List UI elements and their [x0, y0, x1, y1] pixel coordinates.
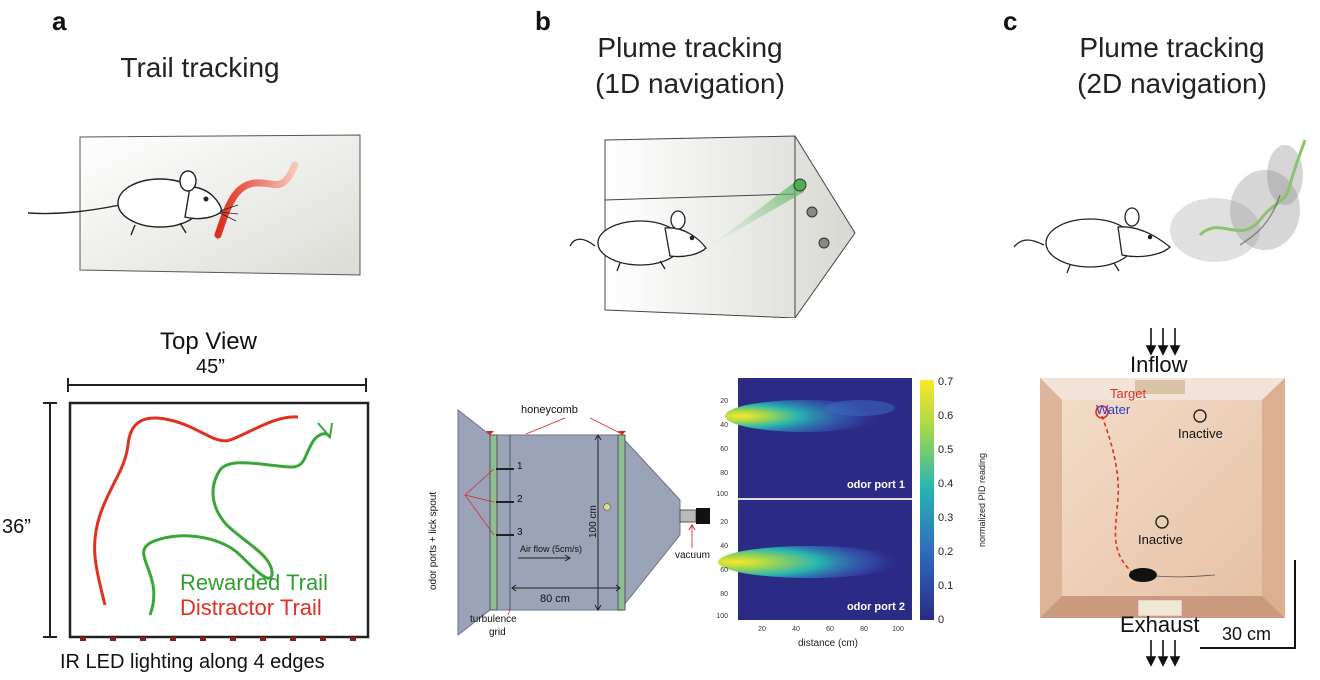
inflow-label: Inflow [1130, 352, 1188, 377]
odor-port-3-icon [818, 237, 830, 249]
x-tick-100: 100 [892, 626, 904, 633]
mouse-silhouette [1129, 568, 1157, 582]
inactive-label-2: Inactive [1138, 532, 1183, 547]
length-80cm-label: 80 cm [540, 593, 570, 605]
cbar-tick-0.7: 0.7 [938, 376, 953, 388]
ir-led-strip [80, 637, 356, 641]
panel-b-title-line1: Plume tracking [597, 32, 783, 63]
legend-rewarded-trail: Rewarded Trail [180, 570, 328, 595]
exhaust-arrows [1145, 640, 1181, 667]
rewarded-trail [142, 432, 332, 616]
plume-1d-tunnel-illustration [569, 135, 856, 318]
exhaust-label: Exhaust [1120, 612, 1200, 637]
heatmap-xlabel: distance (cm) [798, 638, 858, 649]
mouse-icon [27, 170, 239, 236]
x-tick-80: 80 [860, 626, 868, 633]
x-tick-60: 60 [826, 626, 834, 633]
y-tick-bottom-100: 100 [716, 613, 728, 620]
mouse-icon [1013, 207, 1171, 274]
panel-c-title-line1: Plume tracking [1079, 32, 1265, 63]
cbar-tick-0.4: 0.4 [938, 478, 953, 490]
port-number-1: 1 [517, 461, 523, 472]
panel-b-letter: b [535, 6, 551, 36]
pid-heatmap: 20 40 60 80 100 20 40 60 80 100 20 40 60… [716, 376, 987, 649]
odor-port-1-icon [793, 178, 807, 192]
y-tick-top-100: 100 [716, 491, 728, 498]
vacuum-label: vacuum [675, 550, 711, 561]
trail-tunnel-illustration [27, 134, 361, 276]
odor-port-2-icon [806, 206, 818, 218]
target-label: Target [1110, 386, 1147, 401]
top-view-label: Top View [160, 328, 257, 355]
cbar-tick-0.2: 0.2 [938, 546, 953, 558]
mouse-icon [569, 210, 707, 272]
scale-bar [1200, 560, 1296, 649]
odor-plume [1170, 139, 1307, 262]
turbulence-grid-label-line1: turbulence [470, 614, 517, 625]
cbar-tick-0.3: 0.3 [938, 512, 953, 524]
width-dimension-label: 45” [196, 356, 225, 378]
airflow-label: Air flow (5cm/s) [520, 544, 583, 554]
flow-chamber-schematic [457, 408, 710, 637]
heatmap-top-label: odor port 1 [847, 479, 905, 491]
y-tick-top-40: 40 [720, 422, 728, 429]
x-tick-20: 20 [758, 626, 766, 633]
cbar-tick-0.5: 0.5 [938, 444, 953, 456]
y-tick-bottom-80: 80 [720, 591, 728, 598]
panel-c-title-line2: (2D navigation) [1077, 68, 1267, 99]
panel-a-title: Trail tracking [120, 52, 280, 83]
cbar-tick-0.6: 0.6 [938, 410, 953, 422]
y-tick-bottom-40: 40 [720, 543, 728, 550]
arena-top-view [1040, 378, 1285, 618]
honeycomb-label: honeycomb [521, 404, 578, 416]
y-tick-top-60: 60 [720, 446, 728, 453]
lighting-caption: IR LED lighting along 4 edges [60, 651, 325, 673]
target-port-icon [1095, 405, 1109, 419]
heatmap-bottom-label: odor port 2 [847, 601, 905, 613]
cbar-tick-0: 0 [938, 614, 944, 626]
legend-distractor-trail: Distractor Trail [180, 595, 322, 620]
cbar-tick-0.1: 0.1 [938, 580, 953, 592]
port-number-2: 2 [517, 494, 523, 505]
y-tick-top-80: 80 [720, 470, 728, 477]
panel-c-letter: c [1003, 6, 1018, 36]
panel-a-letter: a [52, 6, 67, 36]
height-dimension-label: 36” [2, 516, 31, 538]
inactive-label-1: Inactive [1178, 426, 1223, 441]
panel-b-title-line2: (1D navigation) [595, 68, 785, 99]
odor-ports-label: odor ports + lick spout [428, 491, 439, 590]
y-tick-top-20: 20 [720, 398, 728, 405]
inactive-port-2-icon [1155, 515, 1169, 529]
inactive-port-1-icon [1193, 409, 1207, 423]
y-tick-bottom-20: 20 [720, 519, 728, 526]
water-label: Water [1096, 402, 1131, 417]
x-tick-40: 40 [792, 626, 800, 633]
plume-2d-illustration [1013, 139, 1307, 274]
port-number-3: 3 [517, 527, 523, 538]
colorbar-label: normalized PID reading [977, 453, 987, 547]
scale-label: 30 cm [1222, 624, 1272, 644]
y-tick-bottom-60: 60 [720, 567, 728, 574]
width-100cm-label: 100 cm [588, 505, 599, 538]
turbulence-grid-label-line2: grid [489, 627, 506, 638]
distractor-trail [93, 415, 299, 606]
top-view-arena [43, 378, 370, 641]
inflow-arrows [1145, 328, 1181, 356]
